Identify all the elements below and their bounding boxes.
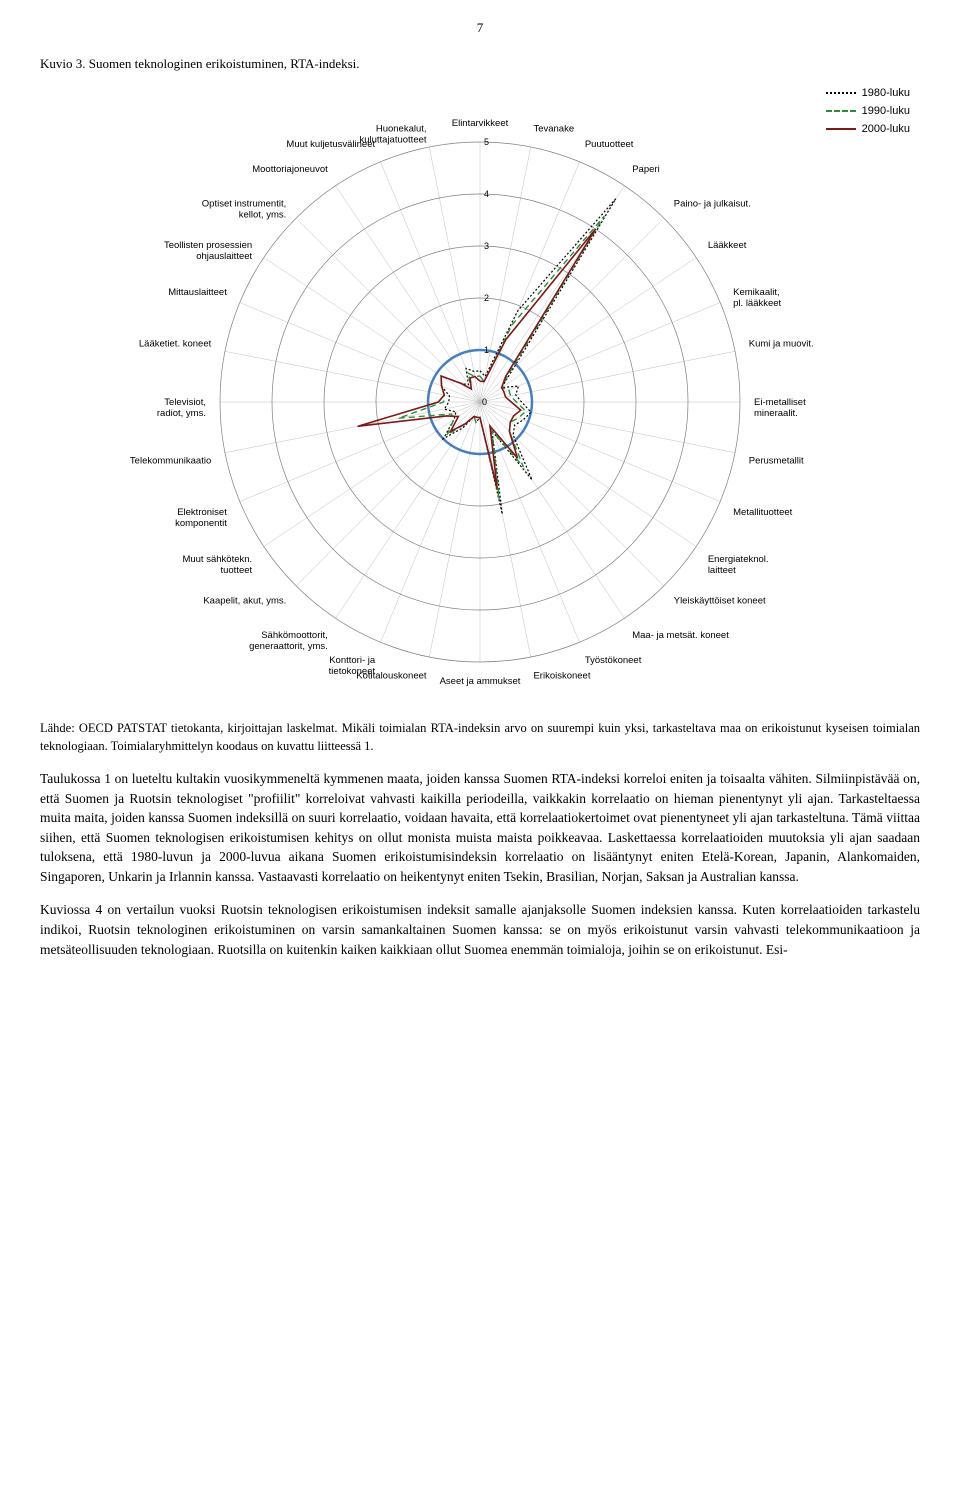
svg-text:Metallituotteet: Metallituotteet [733,507,793,518]
svg-text:Maa- ja metsät. koneet: Maa- ja metsät. koneet [632,630,729,641]
svg-text:2: 2 [484,293,489,303]
legend-swatch [826,92,856,94]
svg-text:Sähkömoottorit,generaattorit,: Sähkömoottorit,generaattorit, yms. [249,630,328,652]
svg-text:Lääkkeet: Lääkkeet [708,240,747,251]
figure-title: Kuvio 3. Suomen teknologinen erikoistumi… [40,56,920,72]
svg-text:Konttori- jatietokoneet: Konttori- jatietokoneet [329,655,376,677]
svg-text:Aseet ja ammukset: Aseet ja ammukset [440,676,521,687]
svg-text:Tevanake: Tevanake [533,123,574,134]
svg-text:5: 5 [484,137,489,147]
page-number: 7 [40,20,920,36]
svg-text:Elintarvikkeet: Elintarvikkeet [452,118,509,129]
svg-text:Työstökoneet: Työstökoneet [585,655,642,666]
legend-item: 1980-luku [826,87,910,99]
svg-text:4: 4 [484,189,489,199]
svg-text:Kaapelit, akut, yms.: Kaapelit, akut, yms. [203,596,286,607]
svg-text:Ei-metallisetmineraalit.: Ei-metallisetmineraalit. [754,397,806,419]
legend-swatch [826,110,856,112]
svg-text:Energiateknol.laitteet: Energiateknol.laitteet [708,554,769,576]
legend-label: 1980-luku [862,87,910,99]
radar-chart: 1 2 3 4 5 0 Elintarvikkeet Tevanake Puutuotteet P… [40,82,920,702]
legend-swatch [826,128,856,130]
svg-text:Paino- ja julkaisut.: Paino- ja julkaisut. [674,198,751,209]
body-paragraph-2: Kuviossa 4 on vertailun vuoksi Ruotsin t… [40,900,920,959]
svg-text:Kemikaalit,pl. lääkkeet: Kemikaalit,pl. lääkkeet [733,287,781,309]
svg-text:Lääketiet. koneet: Lääketiet. koneet [139,339,212,350]
svg-text:Paperi: Paperi [632,164,659,175]
figure-caption: Lähde: OECD PATSTAT tietokanta, kirjoitt… [40,720,920,755]
svg-text:Optiset instrumentit,kellot, y: Optiset instrumentit,kellot, yms. [202,198,286,220]
svg-text:Kumi ja muovit.: Kumi ja muovit. [749,339,814,350]
svg-text:Erikoiskoneet: Erikoiskoneet [533,671,590,682]
svg-text:3: 3 [484,241,489,251]
svg-text:0: 0 [482,397,487,407]
legend: 1980-luku 1990-luku 2000-luku [826,87,910,141]
legend-label: 1990-luku [862,105,910,117]
body-paragraph-1: Taulukossa 1 on lueteltu kultakin vuosik… [40,769,920,886]
radar-svg: 1 2 3 4 5 0 Elintarvikkeet Tevanake Puutuotteet P… [40,82,920,722]
svg-text:Puutuotteet: Puutuotteet [585,139,634,150]
legend-item: 2000-luku [826,123,910,135]
svg-text:Televisiot,radiot, yms.: Televisiot,radiot, yms. [157,397,206,419]
svg-text:Teollisten prosessienohjauslai: Teollisten prosessienohjauslaitteet [164,240,253,262]
svg-text:Muut sähkötekn.tuotteet: Muut sähkötekn.tuotteet [182,554,252,576]
legend-label: 2000-luku [862,123,910,135]
svg-text:Elektronisetkomponentit: Elektronisetkomponentit [175,507,227,529]
svg-text:Telekommunikaatio: Telekommunikaatio [130,455,211,466]
svg-text:Yleiskäyttöiset koneet: Yleiskäyttöiset koneet [674,596,766,607]
svg-text:Mittauslaitteet: Mittauslaitteet [168,287,227,298]
svg-text:Huonekalut,kuluttajatuotteet: Huonekalut,kuluttajatuotteet [359,123,426,145]
legend-item: 1990-luku [826,105,910,117]
svg-text:Perusmetallit: Perusmetallit [749,455,804,466]
svg-text:Moottoriajoneuvot: Moottoriajoneuvot [252,164,328,175]
svg-text:1: 1 [484,345,489,355]
